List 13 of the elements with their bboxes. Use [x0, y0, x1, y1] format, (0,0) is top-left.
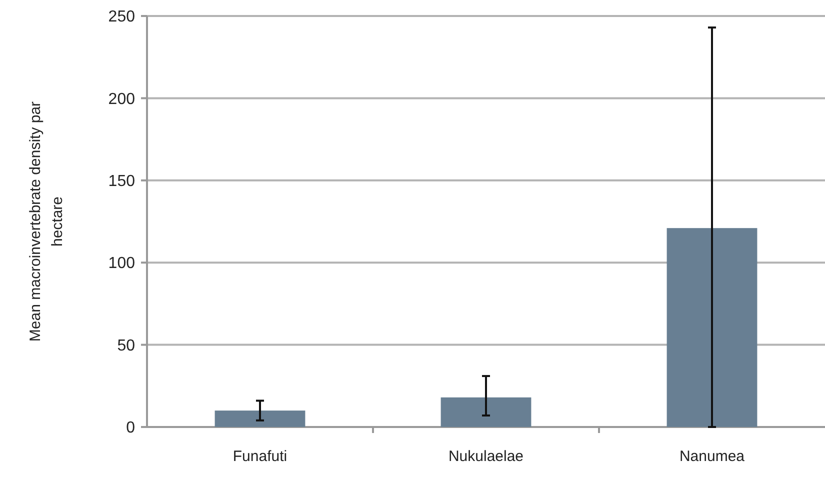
x-tick-label: Funafuti — [232, 448, 288, 465]
bar — [666, 228, 758, 427]
y-tick-label: 200 — [108, 90, 136, 108]
x-tick-label: Nanumea — [679, 448, 746, 465]
y-tick-label: 0 — [126, 420, 136, 437]
bar — [440, 397, 532, 427]
bar — [214, 410, 306, 427]
y-tick-label: 50 — [117, 337, 136, 354]
y-tick-label: 250 — [108, 8, 136, 26]
y-tick-label: 100 — [108, 255, 136, 272]
y-axis-title: Mean macroinvertebrate density par hectare — [27, 101, 66, 342]
y-tick-label: 150 — [108, 173, 136, 190]
x-tick-label: Nukulaelae — [448, 448, 524, 465]
